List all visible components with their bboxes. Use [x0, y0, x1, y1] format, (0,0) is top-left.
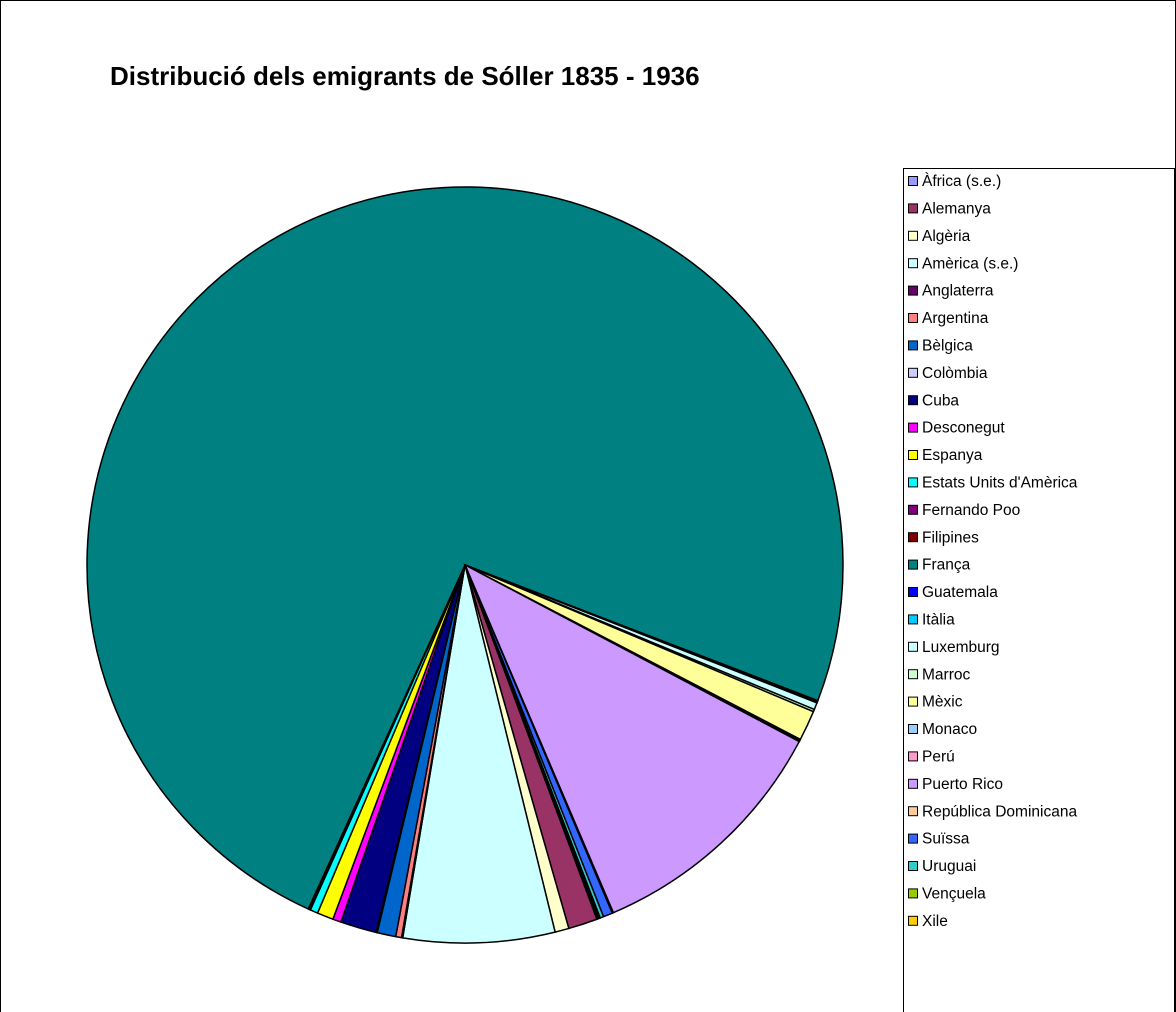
legend-label: França — [922, 557, 971, 574]
legend-swatch — [908, 230, 918, 241]
legend-swatch — [908, 313, 918, 323]
legend-swatch — [908, 203, 918, 214]
legend-swatch — [908, 395, 918, 406]
legend-swatch — [908, 340, 918, 351]
legend-swatch — [908, 724, 918, 734]
legend-swatch — [908, 258, 918, 269]
legend — [903, 168, 1175, 1012]
legend-swatch — [908, 422, 918, 433]
legend-label: Fernando Poo — [922, 502, 1020, 519]
legend-label: Marroc — [922, 666, 970, 683]
legend-label: Amèrica (s.e.) — [922, 255, 1018, 272]
pie-slice — [464, 564, 601, 920]
legend-label: Itàlia — [922, 611, 955, 628]
legend-label: Monaco — [922, 721, 977, 738]
legend-label: Guatemala — [922, 584, 998, 601]
legend-label: República Dominicana — [922, 803, 1077, 820]
legend-swatch — [908, 587, 918, 597]
legend-label: Anglaterra — [922, 283, 994, 300]
legend-swatch — [908, 450, 918, 460]
legend-swatch — [908, 614, 918, 625]
legend-label: Algèria — [922, 228, 971, 245]
pie-slice — [401, 564, 557, 944]
legend-label: Argentina — [922, 310, 989, 327]
legend-swatch — [908, 532, 918, 543]
legend-label: Xile — [922, 913, 948, 930]
legend-swatch — [908, 888, 918, 899]
legend-label: Puerto Rico — [922, 776, 1003, 793]
legend-swatch — [908, 778, 918, 789]
legend-label: Luxemburg — [922, 639, 1000, 656]
legend-label: Mèxic — [922, 694, 963, 711]
legend-label: Suïssa — [922, 831, 970, 848]
legend-swatch — [908, 285, 918, 296]
legend-label: Desconegut — [922, 420, 1005, 437]
legend-swatch — [908, 504, 918, 515]
legend-label: Colòmbia — [922, 365, 988, 382]
pie-slice — [86, 186, 844, 910]
legend-swatch — [908, 806, 918, 817]
legend-swatch — [908, 669, 918, 680]
legend-label: Filipines — [922, 529, 979, 546]
legend-label: Uruguai — [922, 858, 976, 875]
legend-swatch — [908, 559, 918, 570]
legend-swatch — [908, 367, 918, 378]
legend-swatch — [908, 915, 918, 926]
legend-swatch — [908, 176, 918, 186]
legend-label: Alemanya — [922, 200, 991, 217]
legend-label: Bèlgica — [922, 337, 973, 354]
legend-label: Espanya — [922, 447, 983, 464]
legend-label: Àfrica (s.e.) — [922, 173, 1001, 190]
legend-swatch — [908, 477, 918, 488]
legend-swatch — [908, 751, 918, 762]
legend-swatch — [908, 696, 918, 707]
legend-label: Perú — [922, 748, 955, 765]
legend-label: Vençuela — [922, 885, 986, 902]
pie-slice — [463, 563, 801, 914]
legend-label: Cuba — [922, 392, 959, 409]
legend-swatch — [908, 861, 918, 871]
legend-swatch — [908, 833, 918, 844]
chart-title: Distribució dels emigrants de Sóller 183… — [110, 61, 700, 91]
legend-label: Estats Units d'Amèrica — [922, 474, 1078, 491]
legend-swatch — [908, 641, 918, 652]
